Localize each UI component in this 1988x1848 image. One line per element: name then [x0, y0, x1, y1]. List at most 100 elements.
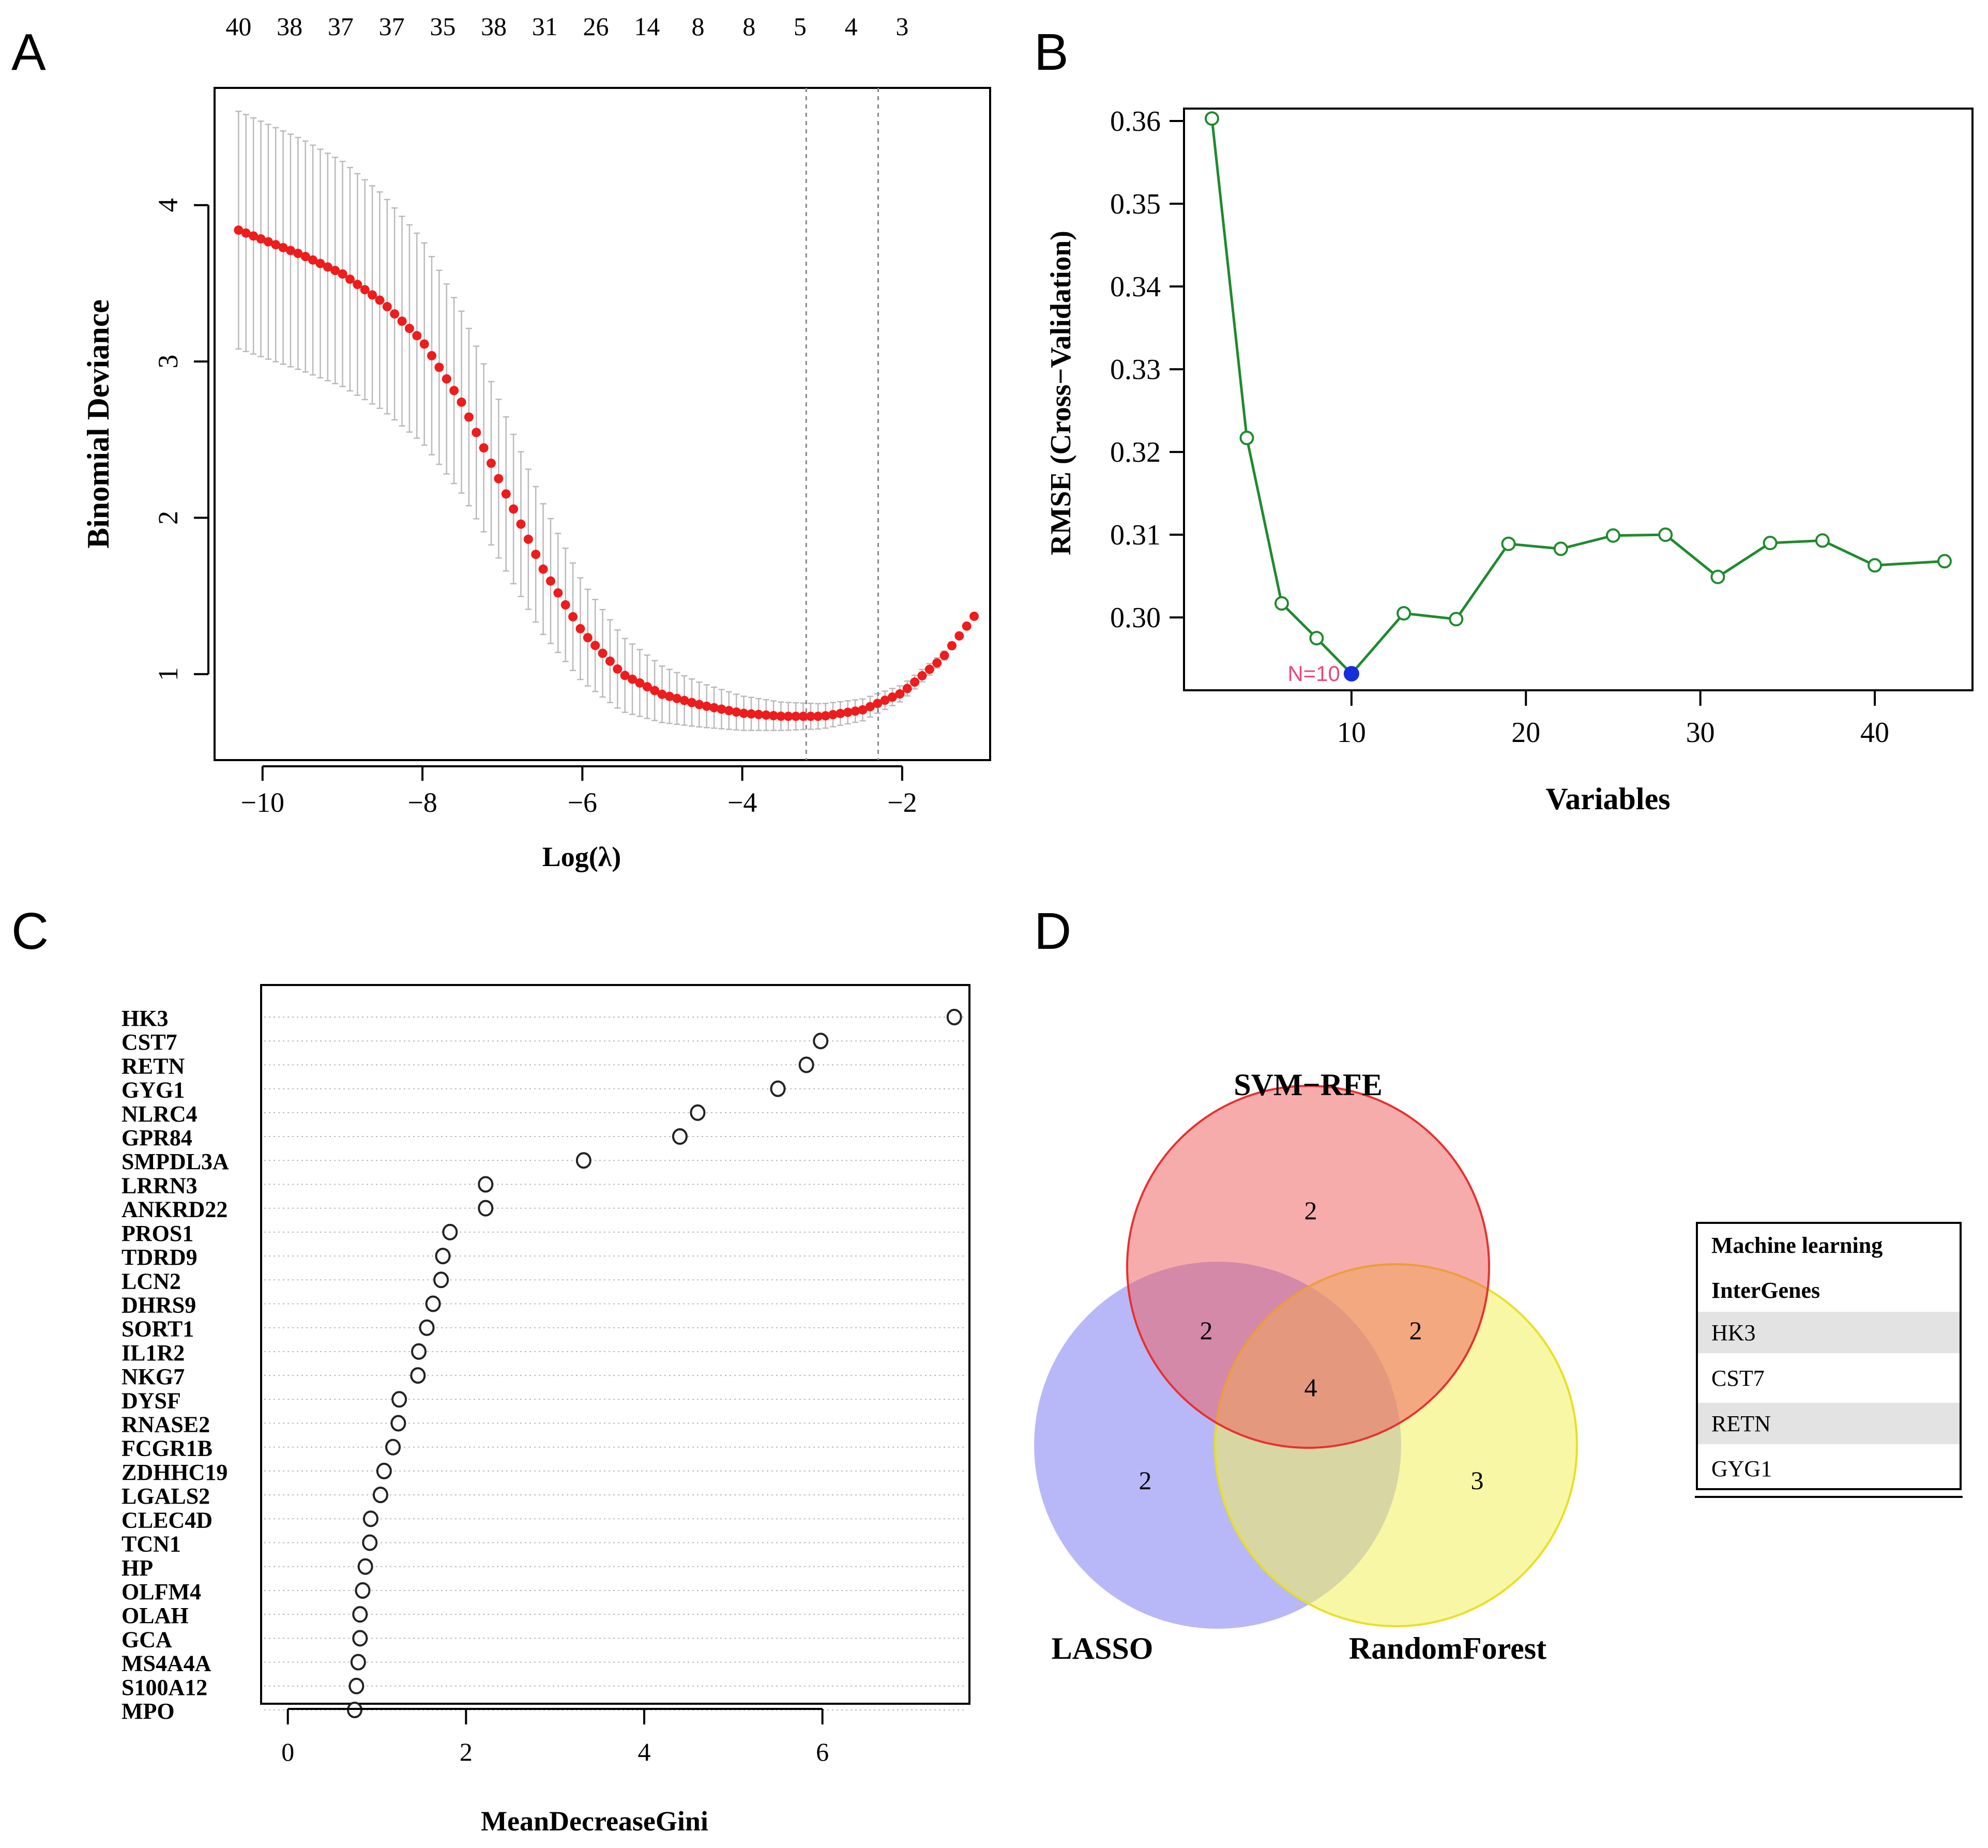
deviance-point-70 [746, 709, 756, 719]
deviance-point-75 [783, 711, 793, 721]
deviance-point-96 [939, 650, 949, 660]
deviance-point-92 [910, 677, 920, 687]
a-top-label-1: 40 [225, 12, 251, 41]
panel-b-plot-frame [1183, 108, 1974, 691]
intergenes-row-bg-hk3 [1697, 1312, 1961, 1353]
deviance-point-84 [851, 706, 860, 716]
deviance-point-77 [798, 711, 808, 721]
deviance-point-94 [924, 664, 934, 674]
deviance-point-38 [509, 504, 519, 514]
gene-label-nkg7: NKG7 [122, 1364, 185, 1389]
gene-label-lgals2: LGALS2 [122, 1483, 210, 1509]
gene-label-il1r2: IL1R2 [122, 1340, 185, 1366]
deviance-point-98 [954, 631, 964, 641]
gene-point-gyg1 [770, 1080, 786, 1097]
deviance-point-45 [560, 600, 570, 610]
venn-circle-svm-rfe [1126, 1085, 1490, 1449]
deviance-point-13 [323, 262, 332, 272]
c-x-tick-label-3: 4 [638, 1737, 651, 1766]
deviance-point-79 [813, 711, 823, 721]
gene-label-gyg1: GYG1 [122, 1078, 185, 1103]
gene-label-s100a12: S100A12 [122, 1675, 207, 1700]
gene-point-rnase2 [390, 1415, 406, 1432]
deviance-point-53 [620, 671, 630, 680]
a-top-label-14: 3 [896, 12, 908, 41]
intergenes-header-2: InterGenes [1711, 1278, 1820, 1303]
a-top-label-6: 38 [481, 12, 507, 41]
gene-point-lcn2 [433, 1271, 449, 1289]
deviance-point-87 [873, 699, 883, 708]
deviance-point-63 [694, 700, 704, 709]
a-x-tick-label-1: −10 [241, 787, 284, 818]
gene-label-clec4d: CLEC4D [122, 1507, 213, 1533]
deviance-point-59 [664, 691, 674, 701]
a-y-tick-label-4: 4 [153, 198, 184, 212]
gene-point-pros1 [442, 1223, 458, 1240]
deviance-point-27 [427, 351, 437, 360]
panel-b-rmse-points [1204, 111, 1952, 681]
gene-label-olah: OLAH [122, 1603, 189, 1628]
c-x-tick-label-2: 2 [460, 1737, 473, 1766]
deviance-point-61 [679, 695, 689, 705]
deviance-point-39 [516, 519, 526, 529]
deviance-point-100 [969, 611, 979, 621]
panel-c-plot-frame [260, 984, 970, 1705]
gene-point-hp [357, 1558, 373, 1575]
rmse-point-6 [1397, 606, 1412, 621]
a-top-label-4: 37 [379, 12, 405, 41]
deviance-point-15 [338, 269, 347, 279]
deviance-point-1 [234, 225, 244, 235]
deviance-point-71 [754, 709, 764, 719]
gene-point-gpr84 [672, 1128, 688, 1145]
a-top-label-3: 37 [328, 12, 354, 41]
deviance-point-58 [657, 689, 667, 699]
gene-point-cst7 [813, 1033, 829, 1050]
deviance-point-82 [836, 708, 845, 718]
gene-label-lrrn3: LRRN3 [122, 1173, 198, 1198]
deviance-point-83 [843, 707, 853, 717]
deviance-point-69 [739, 708, 749, 718]
gene-label-gpr84: GPR84 [122, 1125, 192, 1150]
venn-set-label-randomforest: RandomForest [1349, 1631, 1546, 1665]
gene-label-hp: HP [122, 1555, 153, 1581]
rmse-point-7 [1449, 612, 1464, 627]
panel-a-x-label: Log(λ) [542, 841, 621, 872]
gene-point-zdhhc19 [376, 1462, 392, 1479]
a-top-label-10: 8 [691, 12, 704, 41]
panel-c-gene-labels: HK3CST7RETNGYG1NLRC4GPR84SMPDL3ALRRN3ANK… [122, 1006, 229, 1724]
gene-point-il1r2 [411, 1343, 427, 1360]
panel-a-lambda-lines [805, 88, 879, 760]
deviance-point-72 [761, 710, 771, 720]
panel-letter-d: D [1034, 902, 1071, 960]
panel-c-x-axis: 0 2 4 6 [281, 1708, 829, 1766]
deviance-point-43 [545, 576, 555, 586]
deviance-point-93 [917, 671, 927, 680]
panel-c-random-forest-chart: HK3CST7RETNGYG1NLRC4GPR84SMPDL3ALRRN3ANK… [122, 984, 970, 1837]
deviance-point-33 [472, 428, 481, 437]
b-y-tick-label-3: 0.32 [1110, 436, 1161, 468]
deviance-point-60 [672, 693, 682, 703]
intergenes-header-1: Machine learning [1711, 1233, 1883, 1258]
rmse-point-10 [1605, 528, 1620, 543]
deviance-point-76 [791, 711, 801, 721]
deviance-point-55 [635, 678, 645, 688]
deviance-point-11 [308, 255, 318, 265]
panel-b-y-axis: 0.30 0.31 0.32 0.33 0.34 0.35 0.36 [1110, 105, 1184, 634]
deviance-point-23 [397, 316, 407, 326]
gene-label-tcn1: TCN1 [122, 1532, 181, 1557]
gene-label-rnase2: RNASE2 [122, 1412, 210, 1437]
gene-label-dhrs9: DHRS9 [122, 1292, 196, 1317]
deviance-point-9 [293, 249, 303, 259]
gene-point-dhrs9 [425, 1295, 441, 1312]
gene-label-dysf: DYSF [122, 1388, 181, 1413]
deviance-point-56 [642, 682, 652, 692]
rmse-point-11 [1658, 527, 1673, 542]
panel-c-gene-rows [264, 1009, 966, 1718]
rmse-point-best [1343, 665, 1359, 681]
a-y-tick-label-1: 1 [153, 667, 184, 681]
a-x-tick-label-4: −4 [727, 787, 757, 818]
intergenes-row-4: GYG1 [1711, 1456, 1772, 1481]
deviance-point-10 [300, 252, 310, 262]
deviance-point-89 [887, 692, 897, 702]
